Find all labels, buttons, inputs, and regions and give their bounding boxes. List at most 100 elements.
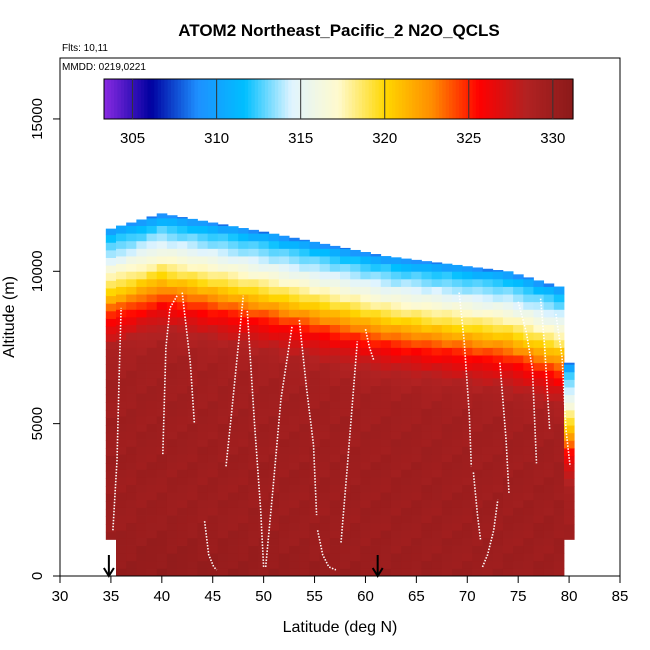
heatmap-cell [340, 301, 351, 310]
heatmap-cell [533, 522, 545, 531]
heatmap-cell [370, 256, 382, 265]
heatmap-cell [126, 222, 137, 226]
heatmap-cell [238, 278, 249, 287]
heatmap-cell [564, 425, 575, 434]
heatmap-cell [166, 294, 178, 303]
heatmap-cell [553, 522, 565, 531]
heatmap-cell [492, 377, 504, 386]
heatmap-cell [299, 454, 310, 463]
heatmap-cell [452, 339, 463, 348]
heatmap-cell [156, 213, 168, 219]
heatmap-cell [390, 362, 402, 371]
heatmap-cell [401, 484, 412, 493]
heatmap-cell [197, 286, 209, 295]
heatmap-cell [289, 530, 300, 539]
heatmap-cell [156, 446, 168, 455]
heatmap-cell [411, 560, 422, 569]
heatmap-cell [248, 537, 259, 546]
heatmap-cell [278, 499, 290, 508]
heatmap-cell [156, 454, 168, 463]
heatmap-cell [502, 408, 514, 417]
heatmap-cell [452, 431, 463, 440]
heatmap-cell [207, 545, 219, 554]
heatmap-cell [146, 545, 158, 554]
heatmap-cell [543, 530, 555, 539]
heatmap-cell [248, 507, 259, 516]
heatmap-cell [380, 530, 392, 539]
heatmap-cell [268, 515, 280, 524]
heatmap-cell [411, 431, 422, 440]
heatmap-cell [350, 515, 361, 524]
heatmap-cell [482, 431, 494, 440]
heatmap-cell [116, 233, 127, 242]
heatmap-cell [166, 438, 178, 447]
heatmap-cell [238, 515, 249, 524]
heatmap-cell [350, 499, 361, 508]
heatmap-cell [258, 469, 270, 478]
heatmap-cell [207, 347, 219, 356]
heatmap-cell [350, 507, 361, 516]
heatmap-cell [289, 408, 300, 417]
heatmap-cell [462, 278, 473, 287]
heatmap-cell [360, 492, 371, 501]
heatmap-cell [278, 507, 290, 516]
heatmap-cell [146, 568, 158, 577]
heatmap-cell [492, 309, 504, 318]
heatmap-cell [238, 393, 249, 402]
heatmap-cell [452, 568, 463, 577]
flight-track [472, 472, 482, 540]
heatmap-cell [523, 446, 534, 455]
heatmap-cell [431, 347, 443, 356]
heatmap-cell [553, 416, 565, 425]
heatmap-cell [278, 461, 290, 470]
heatmap-cell [116, 248, 127, 257]
heatmap-cell [228, 256, 239, 265]
heatmap-cell [126, 499, 137, 508]
heatmap-cell [197, 416, 209, 425]
heatmap-cell [553, 492, 565, 501]
heatmap-cell [523, 332, 534, 341]
heatmap-cell [228, 416, 239, 425]
heatmap-cell [136, 469, 147, 478]
heatmap-cell [156, 362, 168, 371]
heatmap-cell [238, 347, 249, 356]
heatmap-cell [187, 385, 198, 394]
heatmap-cell [268, 385, 280, 394]
heatmap-cell [441, 416, 453, 425]
heatmap-cell [258, 400, 270, 409]
heatmap-cell [431, 400, 443, 409]
heatmap-cell [421, 499, 433, 508]
heatmap-cell [217, 476, 229, 485]
heatmap-cell [309, 446, 321, 455]
heatmap-cell [492, 393, 504, 402]
heatmap-cell [268, 423, 280, 432]
heatmap-cell [268, 476, 280, 485]
heatmap-cell [502, 393, 514, 402]
heatmap-cell [462, 416, 473, 425]
heatmap-cell [523, 377, 534, 386]
heatmap-cell [268, 461, 280, 470]
heatmap-cell [441, 355, 453, 364]
heatmap-cell [156, 515, 168, 524]
heatmap-cell [258, 286, 270, 295]
heatmap-cell [238, 568, 249, 577]
heatmap-cell [462, 553, 473, 562]
colorbar-segment [546, 79, 551, 119]
heatmap-cell [553, 553, 565, 562]
heatmap-cell [207, 553, 219, 562]
heatmap-cell [513, 347, 524, 356]
heatmap-cell [187, 278, 198, 287]
heatmap-cell [319, 243, 331, 249]
heatmap-cell [105, 318, 117, 327]
heatmap-cell [543, 416, 555, 425]
heatmap-cell [472, 469, 483, 478]
heatmap-cell [228, 263, 239, 272]
heatmap-cell [146, 286, 158, 295]
heatmap-cell [177, 278, 188, 287]
heatmap-cell [431, 271, 443, 280]
heatmap-cell [156, 461, 168, 470]
heatmap-cell [207, 385, 219, 394]
heatmap-cell [329, 484, 341, 493]
heatmap-cell [513, 446, 524, 455]
heatmap-cell [177, 339, 188, 348]
